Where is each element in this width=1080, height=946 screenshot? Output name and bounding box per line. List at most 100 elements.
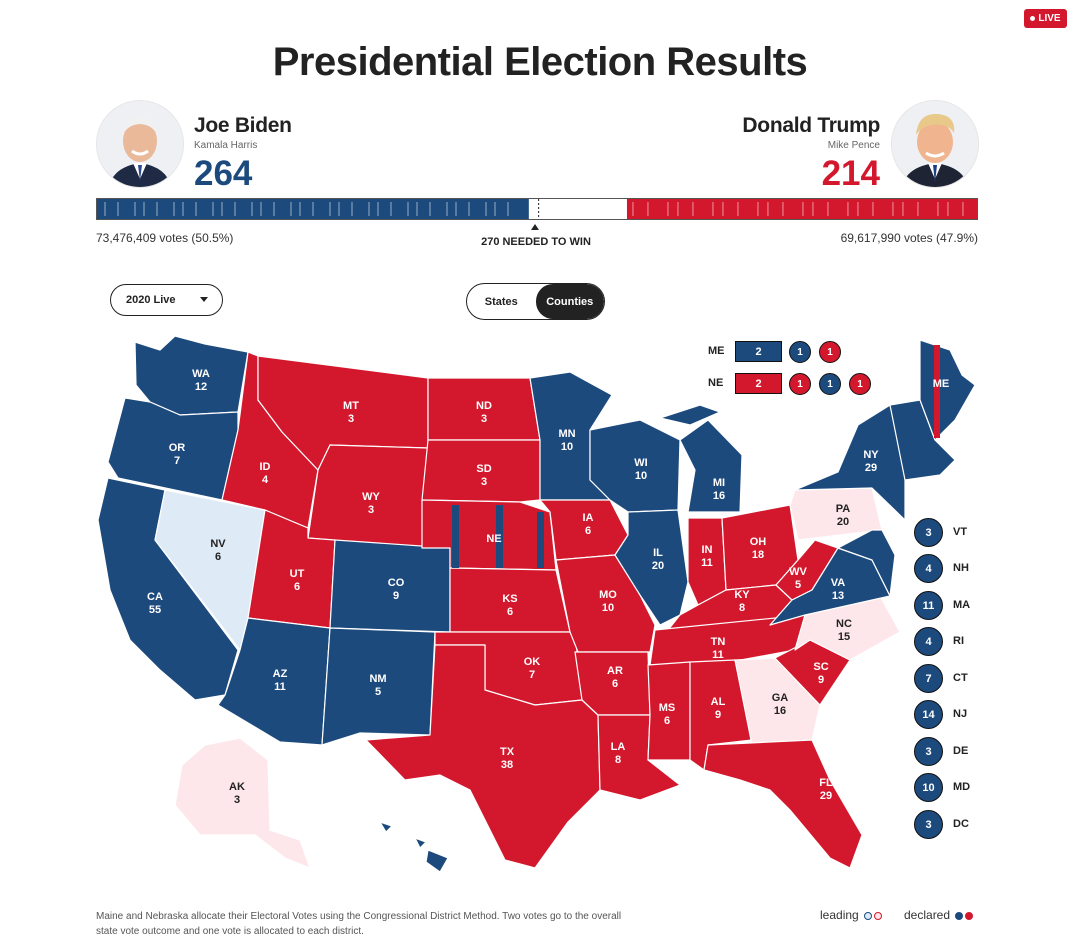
left-running-mate: Kamala Harris: [194, 140, 258, 151]
ne-district-stripe-1: [452, 505, 459, 568]
state-label-nd: ND 3: [476, 400, 492, 425]
state-label-ny: NY 29: [863, 449, 879, 474]
state-label-wi: WI 10: [634, 457, 647, 482]
leading-dem-dot-icon: [864, 911, 873, 920]
state-mid-atlantic[interactable]: [837, 529, 896, 597]
state-sd[interactable]: [421, 439, 541, 503]
state-label-la: LA 8: [611, 741, 626, 766]
toggle-counties[interactable]: Counties: [535, 284, 604, 319]
state-label-nv: NV 6: [210, 538, 226, 563]
toggle-states[interactable]: States: [484, 295, 518, 308]
state-pa[interactable]: [789, 487, 883, 541]
state-label-mn: MN 10: [558, 428, 575, 453]
state-label-sd: SD 3: [476, 463, 491, 488]
me-district-2: 1: [819, 341, 841, 363]
state-wa[interactable]: [134, 335, 249, 416]
ne-district-1: 1: [789, 373, 811, 395]
state-label-oh: OH 18: [750, 536, 767, 561]
state-ak[interactable]: [174, 737, 311, 869]
state-ga[interactable]: [734, 657, 821, 746]
small-state-nh[interactable]: 4 NH: [914, 554, 994, 584]
ne-district-3: 1: [849, 373, 871, 395]
state-label-sc: SC 9: [813, 661, 828, 686]
legend-declared-label: declared: [904, 908, 951, 922]
left-popular-votes: 73,476,409 votes (50.5%): [96, 231, 234, 245]
leading-rep-dot-icon: [874, 911, 883, 920]
state-label-ms: MS 6: [659, 702, 676, 727]
live-label: LIVE: [1038, 13, 1061, 24]
small-state-de[interactable]: 3 DE: [914, 737, 994, 767]
me-district-1: 1: [789, 341, 811, 363]
state-label-pa: PA 20: [836, 503, 851, 528]
electoral-vote-bar-graphic: [97, 199, 977, 219]
right-candidate-name: Donald Trump: [742, 114, 880, 137]
state-label-id: ID 4: [260, 461, 271, 486]
state-label-ak: AK 3: [229, 781, 245, 806]
biden-avatar: [96, 100, 184, 188]
trump-portrait-icon: [892, 101, 978, 187]
state-label-ne: NE: [486, 533, 501, 545]
legend-declared: declared: [904, 908, 974, 922]
state-nm[interactable]: [321, 627, 436, 746]
state-label-or: OR 7: [169, 442, 186, 467]
chevron-down-icon: [200, 297, 208, 302]
state-ms[interactable]: [647, 661, 691, 761]
state-label-ga: GA 16: [772, 692, 789, 717]
state-label-wy: WY 3: [362, 491, 380, 516]
state-label-in: IN 11: [701, 544, 713, 569]
state-fl[interactable]: [703, 739, 863, 869]
small-state-ma[interactable]: 11 MA: [914, 591, 994, 621]
state-label-nm: NM 5: [369, 673, 386, 698]
live-dot-icon: [1030, 16, 1036, 21]
small-state-ri[interactable]: 4 RI: [914, 627, 994, 657]
state-me[interactable]: [919, 339, 976, 441]
right-electoral-votes: 214: [821, 154, 880, 193]
ne-district-stripe-2: [496, 505, 503, 568]
ne-district-2: 1: [819, 373, 841, 395]
state-label-ut: UT 6: [290, 568, 305, 593]
legend-leading-label: leading: [820, 908, 859, 922]
small-state-dc[interactable]: 3 DC: [914, 810, 994, 840]
small-state-vt[interactable]: 3 VT: [914, 518, 994, 548]
needed-marker-icon: [531, 224, 539, 230]
state-hi[interactable]: [379, 821, 449, 873]
state-label-az: AZ 11: [273, 668, 288, 693]
footnote: Maine and Nebraska allocate their Electo…: [96, 911, 622, 937]
state-il[interactable]: [614, 509, 689, 626]
biden-portrait-icon: [97, 101, 183, 187]
ne-district-stripe-3: [537, 512, 544, 568]
left-candidate-name: Joe Biden: [194, 114, 292, 137]
state-label-mi: MI 16: [713, 477, 725, 502]
state-label-tx: TX 38: [500, 746, 515, 771]
legend-leading: leading: [820, 908, 883, 922]
page-title: Presidential Election Results: [272, 40, 808, 84]
state-label-wv: WV 5: [789, 566, 807, 591]
state-label-tn: TN 11: [711, 636, 726, 661]
split-label-ne: NE: [708, 377, 724, 389]
declared-dem-dot-icon: [955, 911, 964, 920]
state-label-ks: KS 6: [502, 593, 517, 618]
state-label-nc: NC 15: [836, 618, 852, 643]
right-popular-votes: 69,617,990 votes (47.9%): [840, 231, 978, 245]
view-toggle[interactable]: States Counties: [466, 283, 605, 320]
live-badge: LIVE: [1024, 9, 1067, 28]
state-label-ia: IA 6: [583, 512, 594, 537]
year-select-value: 2020 Live: [126, 294, 176, 306]
split-label-me: ME: [708, 345, 725, 357]
declared-rep-dot-icon: [965, 911, 974, 920]
needed-to-win-label: 270 NEEDED TO WIN: [481, 236, 591, 248]
me-statewide-box: 2: [735, 341, 782, 362]
state-label-ar: AR 6: [607, 665, 623, 690]
state-label-al: AL 9: [711, 696, 726, 721]
small-state-ct[interactable]: 7 CT: [914, 664, 994, 694]
state-label-co: CO 9: [388, 577, 405, 602]
state-tx[interactable]: [365, 644, 601, 869]
year-select[interactable]: 2020 Live: [110, 284, 223, 316]
small-state-nj[interactable]: 14 NJ: [914, 700, 994, 730]
state-mi[interactable]: [659, 404, 743, 513]
electoral-vote-bar: [96, 198, 978, 220]
small-state-md[interactable]: 10 MD: [914, 773, 994, 803]
state-label-me: ME: [933, 378, 950, 390]
state-label-ky: KY 8: [734, 589, 750, 614]
